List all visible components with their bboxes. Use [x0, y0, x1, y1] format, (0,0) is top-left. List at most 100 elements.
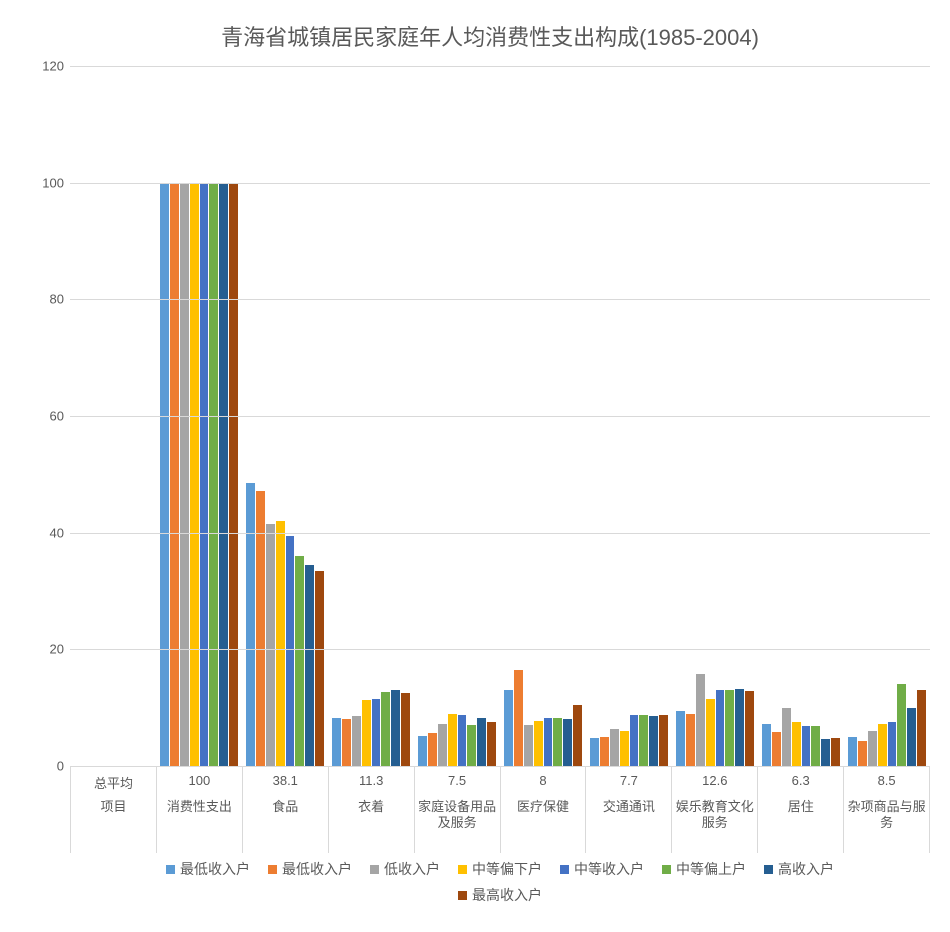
x-category: 12.6娱乐教育文化服务	[671, 767, 757, 853]
x-category-label: 食品	[245, 799, 326, 853]
legend-item: 最高收入户	[458, 885, 542, 905]
legend-swatch	[560, 865, 569, 874]
bar	[868, 731, 877, 766]
bar	[600, 737, 609, 766]
bar	[286, 536, 295, 766]
bar	[772, 732, 781, 766]
x-category-value: 8.5	[846, 773, 927, 793]
legend-swatch	[662, 865, 671, 874]
legend-swatch	[166, 865, 175, 874]
y-tick-label: 100	[42, 175, 64, 190]
bar	[428, 733, 437, 766]
bar	[696, 674, 705, 766]
bar	[524, 725, 533, 766]
bar	[362, 700, 371, 766]
bar	[391, 690, 400, 766]
plot-area: 020406080100120	[70, 66, 930, 766]
bar	[630, 715, 639, 766]
x-category-label: 家庭设备用品及服务	[417, 799, 498, 853]
bar	[266, 524, 275, 766]
bar	[821, 739, 830, 766]
bar	[649, 716, 658, 766]
x-category-value: 总平均	[73, 773, 154, 793]
y-tick-label: 80	[50, 292, 64, 307]
x-category-label: 交通通讯	[588, 799, 669, 853]
bar	[897, 684, 906, 766]
x-category: 38.1 食品	[242, 767, 328, 853]
bar	[811, 726, 820, 766]
gridline	[70, 416, 930, 417]
x-category-value: 38.1	[245, 773, 326, 793]
bar	[858, 741, 867, 766]
bar	[802, 726, 811, 766]
y-tick-label: 0	[57, 759, 64, 774]
bar	[676, 711, 685, 766]
bar	[735, 689, 744, 766]
chart-container: 青海省城镇居民家庭年人均消费性支出构成(1985-2004) 020406080…	[0, 0, 950, 932]
x-category-label: 居住	[760, 799, 841, 853]
bar	[534, 721, 543, 767]
bar	[907, 708, 916, 766]
chart-title: 青海省城镇居民家庭年人均消费性支出构成(1985-2004)	[50, 20, 930, 52]
bar	[792, 722, 801, 766]
bar	[620, 731, 629, 766]
bar	[716, 690, 725, 766]
y-tick-label: 120	[42, 59, 64, 74]
gridline	[70, 183, 930, 184]
legend-item: 低收入户	[370, 859, 440, 879]
bar	[706, 699, 715, 766]
bar	[590, 738, 599, 766]
bar	[762, 724, 771, 766]
x-category: 6.3 居住	[757, 767, 843, 853]
legend-label: 最低收入户	[282, 859, 352, 879]
gridline	[70, 649, 930, 650]
bar	[544, 718, 553, 766]
bar	[401, 693, 410, 766]
bar	[553, 718, 562, 766]
legend-swatch	[764, 865, 773, 874]
legend-item: 最低收入户	[268, 859, 352, 879]
x-category-label: 衣着	[331, 799, 412, 853]
x-category: 7.7 交通通讯	[585, 767, 671, 853]
legend-label: 高收入户	[778, 859, 834, 879]
bar	[160, 183, 169, 766]
bar	[917, 690, 926, 766]
gridline	[70, 299, 930, 300]
legend-label: 最高收入户	[472, 885, 542, 905]
bar	[514, 670, 523, 766]
bar	[888, 722, 897, 766]
x-category: 11.3衣着	[328, 767, 414, 853]
y-axis: 020406080100120	[40, 66, 70, 766]
x-category: 总平均项目	[70, 767, 156, 853]
legend-swatch	[458, 891, 467, 900]
bar	[438, 724, 447, 766]
legend-item: 中等偏下户	[458, 859, 542, 879]
legend-swatch	[458, 865, 467, 874]
legend-label: 中等偏下户	[472, 859, 542, 879]
x-category-value: 100	[159, 773, 240, 793]
legend-label: 低收入户	[384, 859, 440, 879]
bar	[246, 483, 255, 766]
x-category: 7.5家庭设备用品及服务	[414, 767, 500, 853]
legend-item: 最低收入户	[166, 859, 250, 879]
x-category-value: 7.7	[588, 773, 669, 793]
y-tick-label: 60	[50, 409, 64, 424]
bar	[563, 719, 572, 766]
legend-item: 高收入户	[764, 859, 834, 879]
x-category-value: 6.3	[760, 773, 841, 793]
bar	[209, 183, 218, 766]
bar	[200, 183, 209, 766]
bar	[848, 737, 857, 766]
bar	[219, 183, 228, 766]
bar	[276, 521, 285, 766]
x-category-label: 项目	[73, 799, 154, 853]
bar	[352, 716, 361, 766]
legend: 最低收入户最低收入户低收入户中等偏下户中等收入户中等偏上户高收入户最高收入户	[70, 859, 930, 905]
bar	[418, 736, 427, 766]
x-category: 8.5杂项商品与服务	[843, 767, 930, 853]
bar	[504, 690, 513, 766]
bar	[381, 692, 390, 766]
x-category: 100消费性支出	[156, 767, 242, 853]
bar	[686, 714, 695, 767]
bar	[458, 715, 467, 766]
